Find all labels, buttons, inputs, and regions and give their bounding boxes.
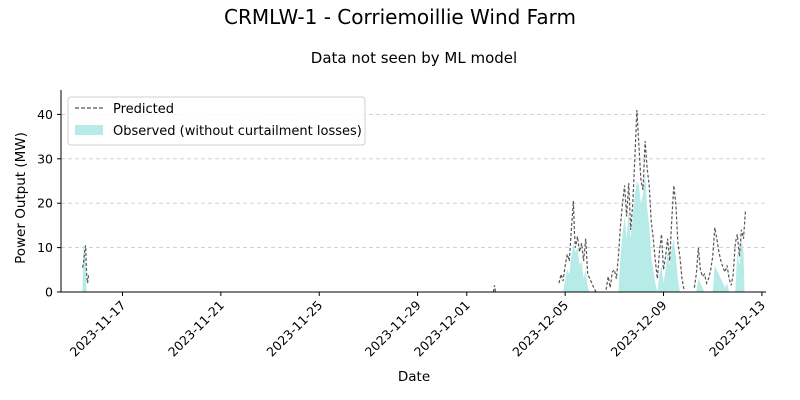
legend-predicted-label: Predicted [113, 102, 174, 117]
predicted-line-segment-1 [492, 285, 497, 293]
legend-observed-swatch [75, 125, 103, 135]
y-axis-ticks: 0 10 20 30 40 [37, 107, 61, 300]
observed-area-segment-0 [82, 243, 87, 292]
observed-area-segment-2 [618, 172, 680, 292]
chart-title: CRMLW-1 - Corriemoillie Wind Farm [224, 5, 576, 29]
predicted-line-segment-0 [81, 245, 90, 284]
predicted-line-series [81, 109, 747, 293]
x-tick-label-2023-11-25: 2023-11-25 [263, 298, 325, 360]
x-tick-label-2023-12-05: 2023-12-05 [509, 298, 571, 360]
y-tick-label-30: 30 [37, 151, 53, 166]
x-tick-label-2023-12-09: 2023-12-09 [608, 297, 670, 359]
x-axis-label: Date [398, 369, 430, 385]
observed-area-segment-1 [563, 243, 590, 292]
x-tick-label-2023-12-13: 2023-12-13 [706, 298, 768, 360]
legend-frame [67, 96, 366, 146]
predicted-line-segment-2 [558, 200, 597, 293]
y-tick-label-10: 10 [37, 240, 53, 255]
observed-area-segment-4 [712, 265, 730, 292]
predicted-line-segment-4 [693, 209, 747, 288]
y-axis-label: Power Output (MW) [13, 132, 29, 264]
y-tick-label-0: 0 [45, 285, 53, 300]
y-tick-label-40: 40 [37, 107, 53, 122]
chart-subtitle: Data not seen by ML model [311, 49, 517, 67]
legend-observed-label: Observed (without curtailment losses) [113, 124, 362, 139]
x-tick-label-2023-11-17: 2023-11-17 [67, 298, 129, 360]
observed-area-segment-5 [735, 238, 745, 292]
legend: Predicted Observed (without curtailment … [67, 96, 366, 146]
observed-area-series [82, 172, 745, 292]
observed-area-segment-3 [696, 278, 705, 292]
x-tick-label-2023-11-21: 2023-11-21 [165, 298, 227, 360]
y-tick-label-20: 20 [37, 196, 53, 211]
grid-lines [61, 113, 766, 249]
predicted-line-segment-3 [605, 109, 685, 290]
x-axis-ticks: 2023-11-17 2023-11-21 2023-11-25 2023-11-29… [67, 292, 768, 359]
